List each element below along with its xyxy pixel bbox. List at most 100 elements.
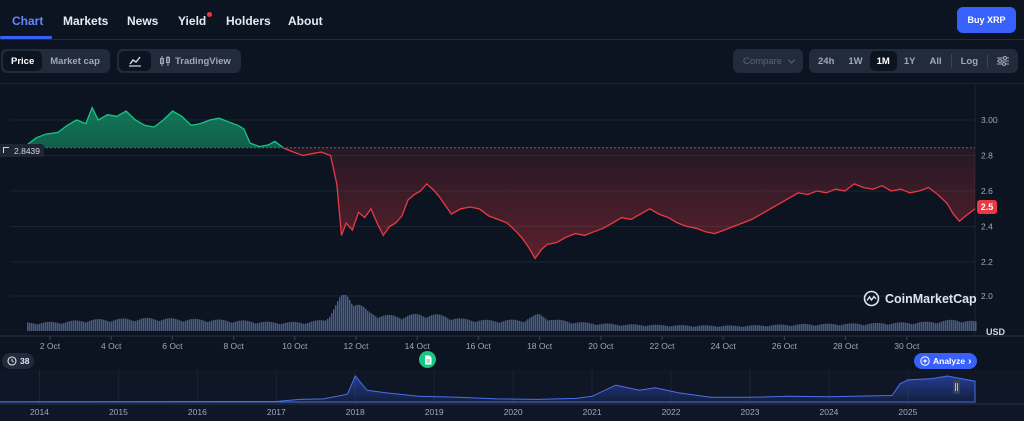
volume-bar xyxy=(433,314,435,331)
volume-bar xyxy=(127,319,129,331)
volume-bar xyxy=(471,320,473,331)
range-24h[interactable]: 24h xyxy=(818,55,835,67)
volume-bar xyxy=(855,323,857,331)
line-chart-button[interactable] xyxy=(119,51,151,71)
volume-bar xyxy=(737,326,739,331)
navigator-handle[interactable] xyxy=(953,380,960,394)
volume-bar xyxy=(343,294,345,331)
volume-bar xyxy=(449,319,451,331)
volume-bar xyxy=(27,322,29,331)
tab-holders[interactable]: Holders xyxy=(226,14,271,28)
volume-bar xyxy=(65,322,67,331)
volume-bar xyxy=(441,315,443,331)
volume-bar xyxy=(57,322,59,331)
volume-bar xyxy=(121,318,123,331)
volume-bar xyxy=(455,318,457,331)
volume-bar xyxy=(53,322,55,331)
volume-bar xyxy=(955,320,957,331)
volume-bar xyxy=(871,323,873,331)
metric-toggle: Price Market cap xyxy=(1,49,110,73)
range-1w[interactable]: 1W xyxy=(848,55,863,67)
volume-bar xyxy=(617,325,619,331)
volume-bar xyxy=(459,318,461,331)
volume-bar xyxy=(293,321,295,331)
volume-bar xyxy=(295,321,297,331)
tradingview-label: TradingView xyxy=(175,55,231,67)
volume-bar xyxy=(255,323,257,331)
volume-bar xyxy=(755,325,757,331)
tab-yield[interactable]: Yield xyxy=(178,12,213,28)
volume-bar xyxy=(117,319,119,331)
volume-bar xyxy=(503,321,505,331)
log-scale-toggle[interactable]: Log xyxy=(960,55,979,67)
chart-settings-button[interactable] xyxy=(990,51,1016,71)
volume-bar xyxy=(957,321,959,331)
volume-bar xyxy=(571,323,573,331)
volume-bar xyxy=(75,320,77,331)
range-divider xyxy=(987,54,989,68)
volume-bar xyxy=(569,322,571,331)
range-1m[interactable]: 1M xyxy=(869,51,897,71)
volume-bar xyxy=(313,320,315,331)
market-cap-toggle[interactable]: Market cap xyxy=(50,55,100,67)
volume-bar xyxy=(157,320,159,331)
volume-bar xyxy=(309,322,311,331)
price-toggle[interactable]: Price xyxy=(3,51,43,71)
volume-bar xyxy=(909,323,911,331)
volume-bar xyxy=(119,318,121,331)
price-chart[interactable]: 2.2 2.4 2.6 2.8 3.00 2.0 2 Oct 4 Oct 6 Oct 8 Oct… xyxy=(0,84,1024,370)
volume-bar xyxy=(809,324,811,331)
volume-bar xyxy=(485,319,487,331)
volume-bar xyxy=(173,318,175,331)
range-1y[interactable]: 1Y xyxy=(903,55,916,67)
events-badge[interactable]: 38 xyxy=(2,353,35,369)
volume-bar xyxy=(49,321,51,331)
volume-bar xyxy=(629,324,631,331)
volume-bar xyxy=(139,319,141,331)
volume-bar xyxy=(757,325,759,331)
volume-bar xyxy=(853,323,855,331)
volume-bar xyxy=(807,324,809,331)
volume-bar xyxy=(189,319,191,331)
tab-chart[interactable]: Chart xyxy=(12,14,44,28)
volume-bar xyxy=(397,317,399,331)
volume-bar xyxy=(197,319,199,331)
volume-bar xyxy=(825,323,827,331)
volume-bar xyxy=(237,321,239,331)
volume-bar xyxy=(351,303,353,331)
tradingview-button[interactable]: TradingView xyxy=(151,51,239,71)
tab-markets[interactable]: Markets xyxy=(63,14,109,28)
x-tick-label: 8 Oct xyxy=(223,341,244,351)
range-navigator[interactable]: 2014 2015 2016 2017 2018 2019 2020 2021 2022 2023… xyxy=(0,370,1024,421)
buy-xrp-button[interactable]: Buy XRP xyxy=(957,7,1016,33)
range-all[interactable]: All xyxy=(929,55,942,67)
volume-bar xyxy=(551,319,553,331)
volume-bar xyxy=(857,323,859,331)
compare-dropdown[interactable]: Compare xyxy=(733,49,803,73)
volume-bar xyxy=(533,315,535,331)
coinmarketcap-logo-icon xyxy=(863,290,880,307)
volume-bar xyxy=(477,321,479,331)
volume-bar xyxy=(831,323,833,331)
volume-bar xyxy=(45,322,47,331)
x-tick-label: 28 Oct xyxy=(833,341,859,351)
volume-bar xyxy=(527,319,529,331)
volume-bar xyxy=(693,326,695,331)
volume-bar xyxy=(357,304,359,331)
volume-bar xyxy=(291,321,293,331)
price-area xyxy=(27,107,975,259)
volume-bar xyxy=(763,325,765,331)
volume-bar xyxy=(815,325,817,331)
volume-bar xyxy=(949,319,951,331)
tab-news[interactable]: News xyxy=(127,14,159,28)
volume-bar xyxy=(317,320,319,331)
volume-bar xyxy=(229,322,231,331)
tab-about[interactable]: About xyxy=(288,14,323,28)
x-tick-label: 20 Oct xyxy=(588,341,614,351)
volume-bar xyxy=(489,320,491,331)
volume-bar xyxy=(135,320,137,331)
volume-bar xyxy=(515,319,517,331)
news-marker[interactable] xyxy=(419,351,436,368)
volume-bar xyxy=(363,307,365,331)
analyze-button[interactable]: Analyze › xyxy=(914,353,978,369)
